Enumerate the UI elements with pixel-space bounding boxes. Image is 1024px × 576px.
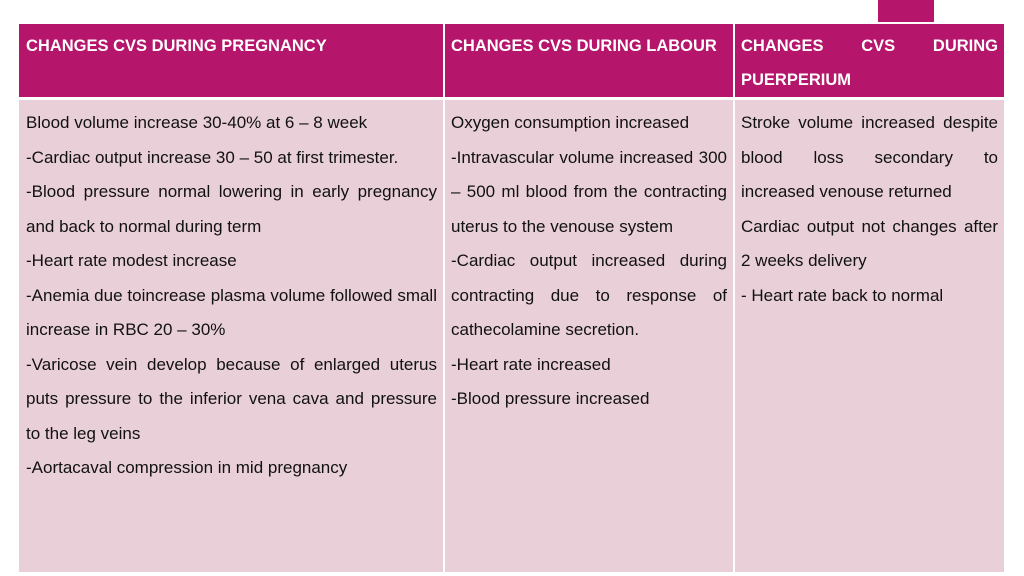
pregnancy-change-item: -Anemia due toincrease plasma volume fol… bbox=[26, 285, 437, 340]
header-pregnancy: CHANGES CVS DURING PREGNANCY bbox=[19, 24, 445, 100]
labour-change-item: -Heart rate increased bbox=[451, 354, 611, 374]
puerperium-changes-cell: Stroke volume increased despite blood lo… bbox=[733, 98, 1004, 572]
pregnancy-change-item: -Varicose vein develop because of enlarg… bbox=[26, 354, 437, 443]
labour-change-item: Oxygen consumption increased bbox=[451, 113, 690, 132]
pregnancy-change-item: -Heart rate modest increase bbox=[26, 251, 237, 270]
puerperium-change-item: - Heart rate back to normal bbox=[741, 285, 944, 305]
header-puerperium: CHANGES CVS DURING PUERPERIUM bbox=[733, 24, 1004, 100]
pregnancy-change-item: -Aortacaval compression in mid pregnancy bbox=[26, 458, 348, 477]
cvs-changes-table: CHANGES CVS DURING PREGNANCY CHANGES CVS… bbox=[19, 24, 1004, 572]
pregnancy-change-item: Blood volume increase 30-40% at 6 – 8 we… bbox=[26, 113, 368, 132]
pregnancy-change-item: -Blood pressure normal lowering in early… bbox=[26, 182, 437, 236]
table-body-row: Blood volume increase 30-40% at 6 – 8 we… bbox=[19, 98, 1004, 572]
labour-changes-cell: Oxygen consumption increased -Intravascu… bbox=[443, 98, 735, 572]
labour-change-item: -Intravascular volume increased 300 – 50… bbox=[451, 147, 727, 236]
table-header-row: CHANGES CVS DURING PREGNANCY CHANGES CVS… bbox=[19, 24, 1004, 100]
pregnancy-changes-cell: Blood volume increase 30-40% at 6 – 8 we… bbox=[19, 98, 445, 572]
pregnancy-change-item: -Cardiac output increase 30 – 50 at firs… bbox=[26, 147, 399, 167]
labour-change-item: -Cardiac output increased during contrac… bbox=[451, 251, 727, 339]
header-labour: CHANGES CVS DURING LABOUR bbox=[443, 24, 735, 100]
labour-change-item: -Blood pressure increased bbox=[451, 389, 650, 408]
puerperium-change-item: Cardiac output not changes after 2 weeks… bbox=[741, 216, 998, 271]
puerperium-change-item: Stroke volume increased despite blood lo… bbox=[741, 113, 998, 201]
corner-accent-block bbox=[878, 0, 934, 22]
